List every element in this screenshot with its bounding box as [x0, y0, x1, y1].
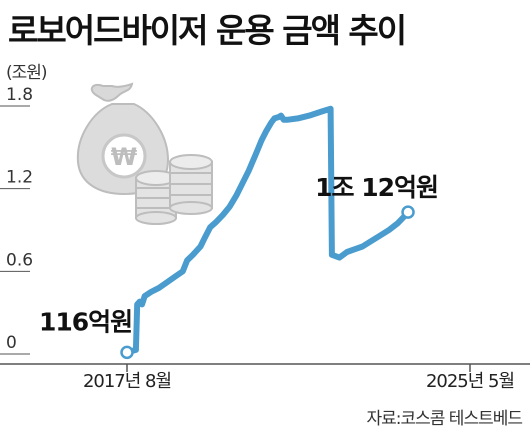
y-tick-label: 0.6 [6, 250, 33, 270]
series-line [124, 105, 411, 356]
money-bag-coins-icon: ₩ [76, 82, 213, 225]
bag-tie [90, 82, 134, 102]
x-tick-label: 2017년 8월 [83, 371, 171, 392]
end-value-label: 1조 12억원 [315, 173, 438, 202]
bag-won-badge [101, 133, 147, 179]
y-axis: 0 0.6 1.2 1.8 [0, 85, 33, 355]
coin-stack-right [169, 154, 213, 215]
y-tick-label: 0 [6, 333, 17, 353]
chart-title: 로보어드바이저 운용 금액 추이 [8, 11, 407, 50]
x-axis: 2017년 8월 2025년 5월 [83, 364, 515, 392]
won-symbol: ₩ [111, 143, 138, 171]
y-tick-label: 1.8 [6, 85, 33, 105]
start-value-label: 116억원 [39, 307, 132, 336]
source-label: 자료:코스콤 테스트베드 [366, 409, 523, 429]
line-points [120, 205, 415, 360]
coin-stack-left [135, 170, 177, 225]
y-tick-label: 1.2 [6, 168, 33, 188]
start-point [120, 345, 134, 360]
x-tick-label: 2025년 5월 [426, 371, 514, 392]
annotations: 116억원 1조 12억원 [39, 173, 439, 336]
y-unit-label: (조원) [6, 63, 48, 83]
end-point [401, 205, 415, 219]
